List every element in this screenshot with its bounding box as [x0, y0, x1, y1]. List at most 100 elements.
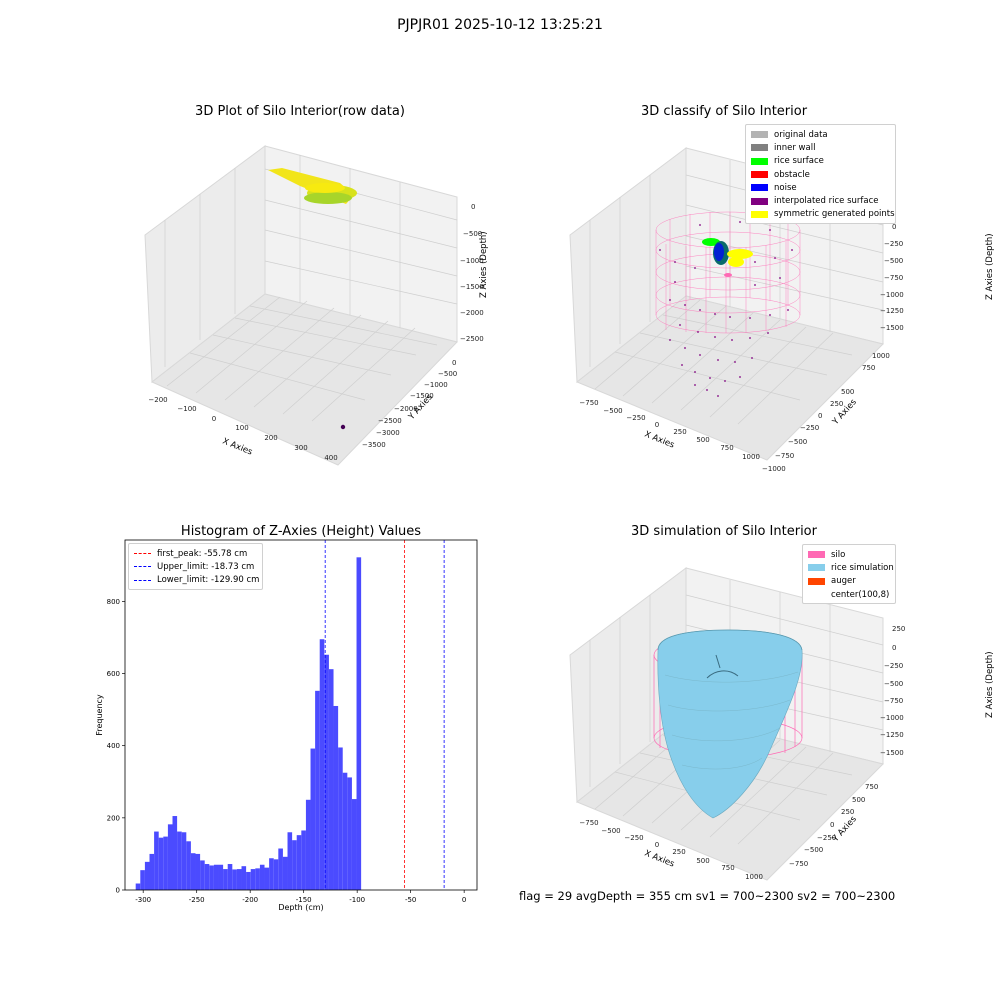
histogram-bar [172, 816, 178, 890]
histogram-bar [177, 831, 182, 890]
classify-ztick: 0 [892, 223, 896, 231]
histogram-ytick-label: 0 [116, 887, 120, 895]
legend-entry-original-data: original data [751, 128, 890, 141]
raw-xtick: 400 [324, 454, 337, 462]
histogram-bar [204, 864, 210, 890]
histogram-bar [278, 848, 283, 890]
classify-xtick: −500 [603, 407, 622, 415]
simulation-3d-plot[interactable]: −750 −500 −250 0 250 500 750 1000 X Axie… [500, 500, 1000, 885]
raw-ztick: −500 [463, 230, 482, 238]
histogram-bar [232, 869, 237, 890]
histogram-bar [301, 830, 306, 890]
figure-title: PJPJR01 2025-10-12 13:25:21 [397, 17, 603, 33]
histogram-legend: first_peak: -55.78 cm Upper_limit: -18.7… [128, 543, 263, 590]
histogram-bar [167, 824, 173, 890]
legend-label: silo [831, 549, 846, 560]
classify-zlabel: Z Axies (Depth) [985, 233, 995, 300]
classify-x-ticks: −750 −500 −250 0 250 500 750 1000 [579, 399, 760, 461]
simulation-panel-title: 3D simulation of Silo Interior [631, 524, 817, 539]
legend-entry-first-peak: first_peak: -55.78 cm [134, 547, 257, 560]
legend-swatch [751, 157, 768, 165]
histogram-bar [282, 856, 288, 890]
histogram-bar [144, 861, 150, 890]
histogram-bar [324, 654, 329, 890]
classify-ytick: 0 [818, 412, 822, 420]
classify-ztick: −1500 [880, 324, 904, 332]
raw-ztick: 0 [471, 203, 475, 211]
legend-entry-interpolated: interpolated rice surface [751, 194, 890, 207]
raw-pane-floor [151, 293, 458, 466]
legend-label: Lower_limit: -129.90 cm [157, 575, 260, 586]
legend-entry-rice-surface: rice surface [751, 155, 890, 168]
histogram-xtick-label: -100 [349, 896, 365, 904]
simulation-ztick: 0 [892, 644, 896, 652]
histogram-bar [140, 870, 145, 890]
simulation-xtick: −250 [624, 834, 643, 842]
raw-z-ticks: 0 −500 −1000 −1500 −2000 −2500 [460, 203, 484, 343]
histogram-xtick-label: -200 [242, 896, 258, 904]
histogram-bar [250, 869, 256, 890]
legend-line [134, 566, 151, 568]
raw-ztick: −2000 [460, 309, 484, 317]
raw-ytick: −500 [438, 370, 457, 378]
simulation-ytick: −750 [789, 860, 808, 868]
raw-x-ticks: −200 −100 0 100 200 300 400 [148, 396, 337, 462]
raw-ytick: 0 [452, 359, 456, 367]
classify-ztick: −500 [884, 257, 903, 265]
histogram-xtick-label: -150 [296, 896, 312, 904]
histogram-bar [195, 853, 201, 890]
legend-entry-lower-limit: Lower_limit: -129.90 cm [134, 574, 260, 587]
legend-label: rice simulation [831, 562, 894, 573]
simulation-ztick: −250 [884, 662, 903, 670]
legend-entry-silo: silo [808, 548, 890, 561]
simulation-ztick: −500 [884, 680, 903, 688]
legend-entry-noise: noise [751, 181, 890, 194]
histogram-chart[interactable]: -300 -250 -200 -150 -100 -50 0 0 200 400 600 800 D… [0, 500, 500, 920]
legend-swatch [751, 184, 768, 192]
classify-interpolated-points [659, 221, 793, 397]
raw-3d-plot[interactable]: −200 −100 0 100 200 300 400 X Axies 0 −5… [0, 0, 500, 480]
histogram-bar [163, 836, 168, 890]
raw-ztick: −2500 [460, 335, 484, 343]
classify-ztick: −1000 [880, 291, 904, 299]
legend-entry-inner-wall: inner wall [751, 141, 890, 154]
classify-ztick: −1250 [880, 307, 904, 315]
classify-ztick: −250 [884, 240, 903, 248]
classify-xtick: 0 [655, 421, 659, 429]
legend-label: rice surface [774, 156, 824, 167]
raw-ytick: −1500 [410, 392, 434, 400]
raw-xtick: −100 [177, 405, 196, 413]
histogram-bar [319, 639, 325, 890]
simulation-zlabel: Z Axies (Depth) [985, 651, 995, 718]
legend-swatch [808, 551, 825, 559]
raw-ztick: −1000 [460, 257, 484, 265]
raw-ytick: −1000 [424, 381, 448, 389]
legend-label: obstacle [774, 169, 810, 180]
legend-entry-auger: auger [808, 575, 890, 588]
raw-xtick: 200 [264, 434, 277, 442]
simulation-ytick: 500 [852, 796, 865, 804]
histogram-vlines [324, 540, 445, 890]
simulation-y-ticks: 750 500 250 0 −250 −500 −750 [789, 783, 878, 868]
legend-entry-center: center(100,8) [808, 588, 890, 601]
classify-xlabel: X Axies [643, 430, 676, 451]
legend-entry-rice-simulation: rice simulation [808, 561, 894, 574]
classify-ytick: −250 [800, 424, 819, 432]
simulation-xtick: 750 [721, 864, 734, 872]
classify-xtick: 1000 [742, 453, 760, 461]
simulation-ytick: 250 [841, 808, 854, 816]
raw-zlabel: Z Axies (Depth) [479, 231, 489, 298]
classify-3d-plot[interactable]: −750 −500 −250 0 250 500 750 1000 X Axie… [500, 0, 1000, 480]
legend-label: auger [831, 576, 856, 587]
histogram-bar [347, 777, 352, 890]
histogram-bar [223, 869, 228, 890]
histogram-xtick-label: -50 [405, 896, 416, 904]
histogram-y-ticks: 0 200 400 600 800 [107, 598, 125, 895]
legend-label: interpolated rice surface [774, 196, 879, 207]
histogram-xtick-label: 0 [462, 896, 466, 904]
simulation-xtick: −750 [579, 819, 598, 827]
raw-grid [164, 155, 458, 422]
histogram-bar [227, 864, 233, 890]
histogram-bar [209, 865, 214, 890]
legend-swatch [808, 564, 825, 572]
